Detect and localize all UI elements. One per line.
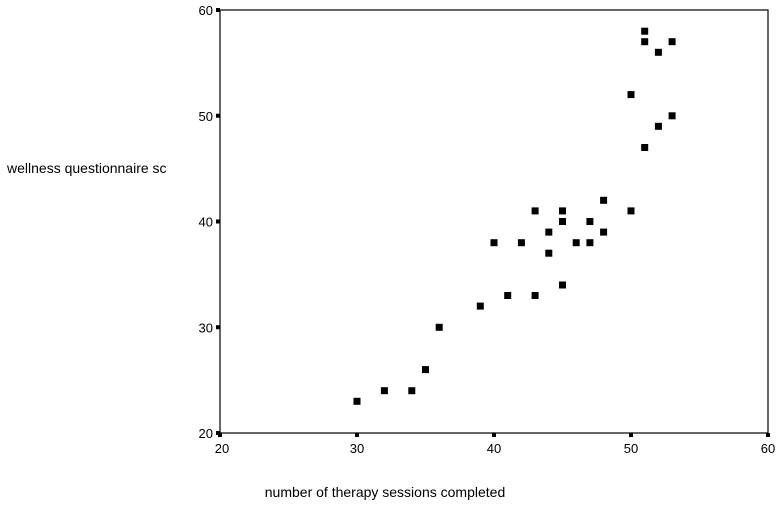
data-point xyxy=(559,218,566,225)
data-point xyxy=(435,323,443,331)
data-point xyxy=(559,281,566,289)
y-tick-label: 20 xyxy=(199,426,213,441)
data-point xyxy=(668,112,676,120)
data-point xyxy=(490,239,498,247)
data-point xyxy=(545,228,553,236)
x-tick-label: 40 xyxy=(487,441,501,456)
x-tick-mark xyxy=(492,433,496,437)
data-point xyxy=(531,292,539,299)
data-point xyxy=(627,91,635,99)
y-tick-mark xyxy=(216,325,220,330)
data-point xyxy=(641,38,649,46)
data-point xyxy=(353,397,361,405)
y-tick-mark xyxy=(216,219,220,224)
data-point xyxy=(641,144,649,151)
data-point xyxy=(586,239,594,247)
data-point xyxy=(545,249,553,257)
x-axis-label: number of therapy sessions completed xyxy=(265,484,505,500)
y-axis-label: wellness questionnaire sc xyxy=(6,160,167,176)
x-tick-label: 20 xyxy=(215,441,229,456)
y-tick-label: 40 xyxy=(199,215,213,230)
y-tick-label: 50 xyxy=(199,109,213,124)
plot-frame xyxy=(219,9,769,434)
data-point xyxy=(600,228,608,236)
x-tick-label: 50 xyxy=(624,441,638,456)
data-point xyxy=(600,196,608,204)
data-point xyxy=(654,48,662,56)
x-tick-mark xyxy=(218,433,222,437)
y-tick-mark xyxy=(216,113,220,118)
data-point xyxy=(572,239,580,247)
y-tick-label: 60 xyxy=(199,3,213,18)
data-points xyxy=(353,27,676,405)
data-point xyxy=(641,27,649,35)
data-point xyxy=(531,207,539,215)
data-point xyxy=(517,239,525,247)
x-tick-mark xyxy=(766,433,770,437)
data-point xyxy=(476,302,484,310)
y-tick-mark xyxy=(216,8,220,12)
data-point xyxy=(627,207,635,215)
data-point xyxy=(422,366,429,374)
data-point xyxy=(654,122,662,130)
x-tick-mark xyxy=(355,433,359,437)
data-point xyxy=(380,387,388,395)
data-point xyxy=(586,218,594,225)
data-point xyxy=(668,38,676,46)
x-tick-mark xyxy=(629,433,633,437)
y-axis: 20 30 40 50 60 xyxy=(199,3,220,441)
x-tick-label: 60 xyxy=(761,441,775,456)
x-axis: 20 30 40 50 60 xyxy=(215,433,775,456)
data-point xyxy=(408,387,416,395)
data-point xyxy=(504,292,512,299)
data-point xyxy=(559,207,566,215)
y-tick-label: 30 xyxy=(199,320,213,335)
x-tick-label: 30 xyxy=(350,441,364,456)
